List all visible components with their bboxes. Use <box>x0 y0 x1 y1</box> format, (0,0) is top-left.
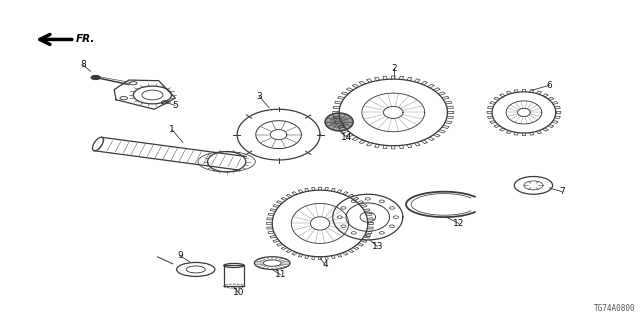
Text: 3: 3 <box>257 92 262 101</box>
Text: 2: 2 <box>391 63 397 73</box>
Text: TG74A0800: TG74A0800 <box>594 304 636 313</box>
Text: FR.: FR. <box>76 34 95 44</box>
Text: 6: 6 <box>547 81 552 90</box>
Text: 8: 8 <box>80 60 86 69</box>
Text: 9: 9 <box>177 251 182 260</box>
Ellipse shape <box>92 76 100 79</box>
Text: 10: 10 <box>233 288 244 297</box>
Text: 14: 14 <box>341 133 353 142</box>
Text: 4: 4 <box>323 260 328 269</box>
Text: 12: 12 <box>453 219 465 228</box>
Ellipse shape <box>325 113 353 131</box>
Text: 1: 1 <box>170 125 175 134</box>
Text: 5: 5 <box>172 101 177 110</box>
Text: 11: 11 <box>275 270 286 279</box>
Text: 7: 7 <box>559 187 565 196</box>
Text: 13: 13 <box>372 242 383 251</box>
